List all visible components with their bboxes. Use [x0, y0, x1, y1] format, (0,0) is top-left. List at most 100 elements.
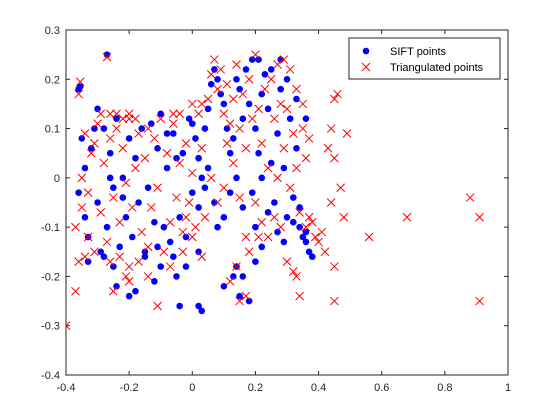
- sift-point: [239, 204, 247, 211]
- triangulated-point: [206, 173, 216, 183]
- sift-point: [255, 149, 262, 157]
- axes: -0.4 -0.2 0 0.2 0.4 0.6 0.8 1 -0.4 -0.3 -0.2 -0.1 0 0…: [41, 25, 511, 394]
- triangulated-point: [225, 277, 235, 286]
- sift-point: [223, 125, 231, 132]
- triangulated-point: [320, 247, 330, 257]
- triangulated-point: [131, 114, 140, 124]
- sift-point: [125, 135, 133, 142]
- triangulated-point: [232, 262, 241, 271]
- sift-point: [204, 164, 212, 172]
- sift-point: [245, 297, 253, 305]
- triangulated-point: [159, 247, 169, 257]
- triangulated-point: [235, 296, 244, 306]
- sift-point: [151, 278, 158, 285]
- triangulated-point: [282, 104, 292, 114]
- triangulated-point: [219, 183, 229, 193]
- triangulated-point: [109, 286, 118, 296]
- triangulated-point: [235, 124, 244, 133]
- sift-point: [201, 125, 209, 132]
- triangulated-point: [99, 158, 109, 168]
- sift-point: [103, 51, 111, 58]
- sift-point: [100, 253, 108, 261]
- sift-point: [198, 307, 206, 315]
- triangulated-point: [292, 163, 301, 173]
- sift-point: [290, 194, 297, 201]
- triangulated-point: [140, 153, 150, 163]
- triangulated-point: [330, 153, 339, 163]
- sift-point: [277, 85, 284, 93]
- sift-point: [302, 228, 310, 236]
- sift-point: [286, 115, 294, 123]
- sift-point: [239, 115, 247, 123]
- y-tick-label: -0.3: [41, 321, 60, 333]
- sift-point: [236, 85, 243, 93]
- triangulated-point: [342, 129, 352, 138]
- triangulated-point: [115, 217, 125, 227]
- x-tick-label: 0.4: [311, 382, 326, 394]
- sift-point: [132, 154, 139, 162]
- sift-point: [264, 209, 272, 216]
- y-tick-label: 0.1: [45, 124, 60, 136]
- sift-point: [106, 174, 114, 182]
- sift-point: [141, 248, 149, 256]
- triangulated-point: [127, 203, 137, 212]
- triangulated-point: [80, 252, 90, 262]
- triangulated-point: [181, 212, 191, 222]
- sift-point: [116, 243, 123, 251]
- sift-point: [179, 149, 187, 157]
- sift-point: [87, 144, 95, 152]
- triangulated-point: [244, 247, 254, 257]
- sift-point: [211, 199, 218, 206]
- triangulated-point: [288, 267, 298, 276]
- sift-point: [147, 120, 155, 127]
- sift-point: [176, 302, 183, 310]
- legend-marker: [362, 47, 370, 55]
- sift-point: [242, 66, 250, 73]
- sift-point: [296, 223, 303, 231]
- triangulated-point: [168, 119, 178, 128]
- triangulated-point: [77, 203, 87, 212]
- triangulated-point: [83, 188, 93, 197]
- sift-point: [267, 159, 275, 167]
- sift-point: [91, 125, 98, 132]
- sift-point: [226, 189, 234, 196]
- triangulated-point: [134, 129, 143, 138]
- triangulated-point: [330, 296, 339, 306]
- sift-point: [113, 282, 120, 290]
- sift-point: [166, 238, 174, 246]
- sift-point: [78, 135, 86, 142]
- triangulated-point: [336, 183, 346, 193]
- sift-point: [305, 248, 313, 256]
- sift-point: [182, 233, 190, 241]
- triangulated-point: [260, 84, 270, 94]
- triangulated-point: [168, 109, 178, 119]
- y-tick-label: 0.2: [45, 74, 60, 86]
- triangulated-point: [475, 296, 484, 306]
- sift-point: [176, 213, 183, 221]
- triangulated-point: [143, 242, 153, 252]
- triangulated-point: [184, 198, 194, 207]
- triangulated-point: [279, 55, 289, 64]
- sift-point: [157, 263, 165, 270]
- sift-point: [239, 273, 247, 280]
- sift-point: [299, 233, 307, 241]
- triangulated-point: [146, 203, 156, 212]
- triangulated-point: [71, 286, 80, 296]
- triangulated-point: [222, 79, 232, 89]
- triangulated-point: [210, 55, 219, 64]
- triangulated-point: [216, 65, 226, 74]
- triangulated-point: [213, 198, 222, 207]
- triangulated-point: [330, 262, 339, 271]
- y-tick-label: -0.2: [41, 271, 60, 283]
- triangulated-point: [77, 173, 87, 183]
- triangulated-point: [235, 193, 244, 202]
- triangulated-point: [288, 129, 298, 138]
- sift-point: [119, 174, 127, 182]
- sift-point: [154, 144, 161, 152]
- triangulated-point: [228, 94, 238, 104]
- sift-point: [157, 110, 165, 118]
- sift-point: [81, 164, 89, 172]
- sift-point: [211, 66, 218, 73]
- triangulated-point: [71, 222, 80, 232]
- triangulated-point: [105, 109, 115, 119]
